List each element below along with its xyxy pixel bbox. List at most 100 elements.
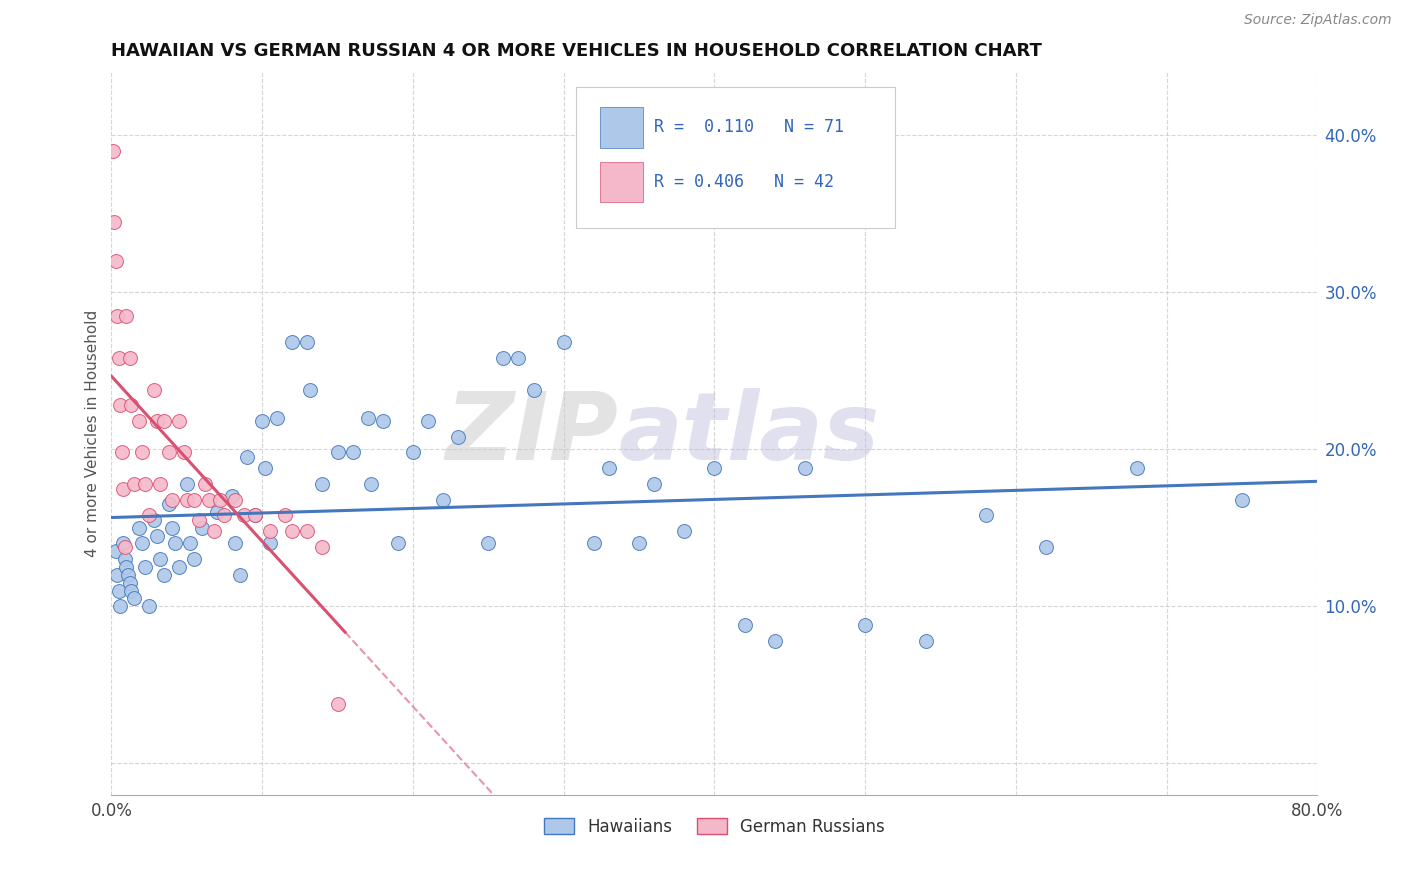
Point: [357, 410, 380, 425]
Point: [142, 383, 165, 397]
Point: [176, 492, 198, 507]
Point: [508, 351, 530, 366]
Point: [128, 521, 150, 535]
Point: [153, 567, 176, 582]
Point: [259, 524, 281, 538]
Point: [120, 583, 142, 598]
Point: [259, 536, 281, 550]
Point: [628, 536, 651, 550]
Point: [134, 476, 156, 491]
Point: [142, 513, 165, 527]
Point: [387, 536, 409, 550]
Point: [149, 552, 172, 566]
Point: [299, 383, 322, 397]
Point: [553, 335, 575, 350]
Point: [1125, 461, 1147, 475]
Point: [673, 524, 696, 538]
Point: [228, 567, 250, 582]
Point: [297, 524, 319, 538]
Point: [281, 524, 304, 538]
Point: [266, 410, 288, 425]
Point: [214, 508, 236, 523]
Point: [163, 536, 186, 550]
Point: [138, 508, 160, 523]
Point: [402, 445, 425, 459]
Point: [703, 461, 725, 475]
Point: [122, 476, 145, 491]
Point: [160, 492, 183, 507]
Y-axis label: 4 or more Vehicles in Household: 4 or more Vehicles in Household: [86, 310, 100, 558]
Text: atlas: atlas: [619, 387, 879, 480]
Point: [104, 253, 127, 268]
Point: [122, 591, 145, 606]
Point: [167, 560, 190, 574]
Point: [128, 414, 150, 428]
Point: [120, 398, 142, 412]
Legend: Hawaiians, German Russians: Hawaiians, German Russians: [536, 809, 893, 844]
Point: [208, 492, 231, 507]
Text: HAWAIIAN VS GERMAN RUSSIAN 4 OR MORE VEHICLES IN HOUSEHOLD CORRELATION CHART: HAWAIIAN VS GERMAN RUSSIAN 4 OR MORE VEH…: [111, 42, 1042, 60]
Point: [131, 536, 153, 550]
Point: [274, 508, 297, 523]
Point: [198, 492, 221, 507]
Point: [342, 445, 364, 459]
Text: Source: ZipAtlas.com: Source: ZipAtlas.com: [1244, 13, 1392, 28]
Point: [118, 575, 141, 590]
Point: [191, 521, 214, 535]
Point: [112, 482, 135, 496]
Point: [110, 599, 132, 614]
Point: [134, 560, 156, 574]
Point: [131, 445, 153, 459]
Point: [371, 414, 394, 428]
FancyBboxPatch shape: [600, 162, 644, 202]
Text: R = 0.406   N = 42: R = 0.406 N = 42: [654, 173, 834, 191]
Point: [243, 508, 266, 523]
Point: [145, 528, 167, 542]
Point: [243, 508, 266, 523]
Point: [598, 461, 620, 475]
Point: [281, 335, 304, 350]
Point: [153, 414, 176, 428]
Point: [734, 618, 756, 632]
Point: [1230, 492, 1253, 507]
Point: [914, 633, 936, 648]
Point: [250, 414, 273, 428]
Point: [115, 560, 138, 574]
Point: [101, 144, 124, 158]
Point: [205, 505, 228, 519]
Point: [326, 445, 349, 459]
Point: [103, 214, 125, 228]
Point: [522, 383, 544, 397]
Point: [179, 536, 201, 550]
Point: [311, 540, 333, 554]
Point: [112, 536, 135, 550]
Point: [643, 476, 665, 491]
Point: [149, 476, 172, 491]
FancyBboxPatch shape: [575, 87, 896, 227]
Point: [853, 618, 876, 632]
Point: [117, 567, 139, 582]
Text: ZIP: ZIP: [446, 387, 619, 480]
Point: [447, 430, 470, 444]
Point: [974, 508, 997, 523]
Point: [160, 521, 183, 535]
Point: [360, 476, 382, 491]
Point: [793, 461, 815, 475]
Point: [183, 552, 205, 566]
Point: [118, 351, 141, 366]
Point: [224, 536, 246, 550]
Point: [311, 476, 333, 491]
Point: [108, 583, 131, 598]
Point: [194, 476, 217, 491]
Point: [157, 497, 180, 511]
Point: [115, 309, 138, 323]
Point: [326, 697, 349, 711]
Point: [104, 544, 127, 558]
Point: [138, 599, 160, 614]
Text: R =  0.110   N = 71: R = 0.110 N = 71: [654, 119, 844, 136]
Point: [114, 552, 136, 566]
Point: [107, 309, 129, 323]
Point: [254, 461, 277, 475]
Point: [432, 492, 454, 507]
Point: [167, 414, 190, 428]
